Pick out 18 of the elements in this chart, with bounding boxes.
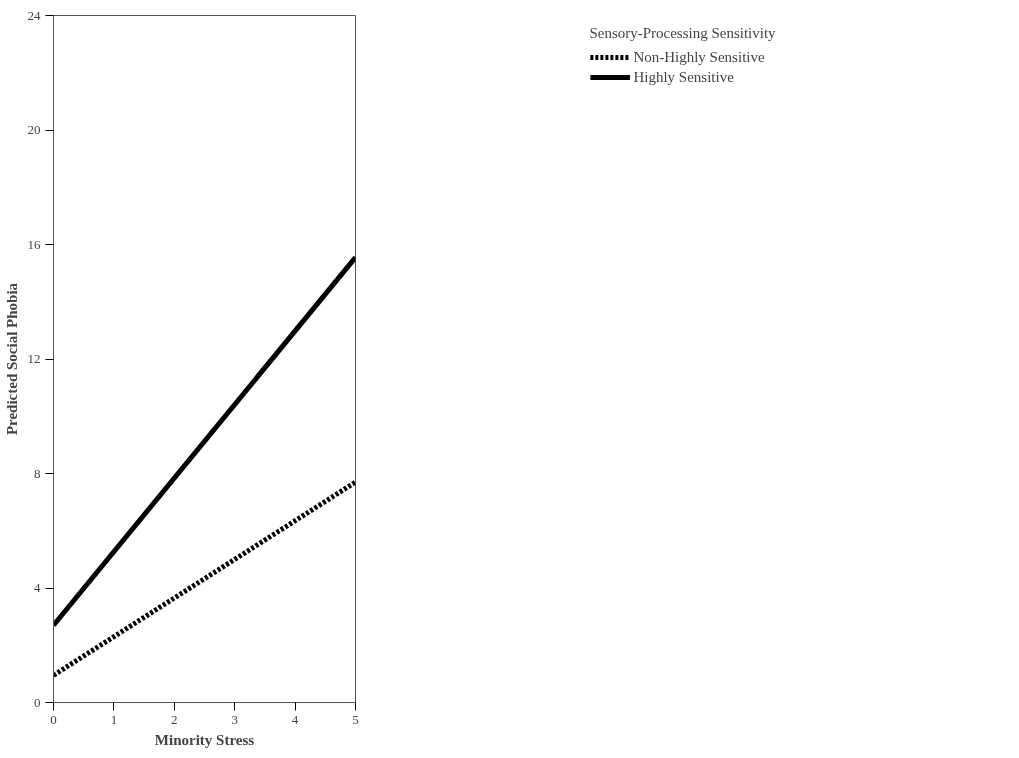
x-tick-label: 3 (231, 711, 238, 727)
x-axis-title: Minority Stress (154, 731, 255, 748)
y-tick-label: 0 (34, 694, 41, 710)
y-tick-label: 12 (27, 351, 41, 366)
y-tick-label: 8 (34, 465, 41, 481)
y-tick-label: 24 (27, 7, 41, 23)
x-tick-label: 0 (50, 711, 57, 727)
legend-label: Highly Sensitive (633, 68, 734, 86)
legend-label: Non-Highly Sensitive (633, 48, 765, 66)
x-tick-label: 2 (171, 711, 178, 727)
legend-title: Sensory-Processing Sensitivity (589, 25, 776, 42)
x-tick-label: 5 (352, 711, 359, 727)
y-tick-label: 4 (34, 580, 41, 595)
x-tick-label: 4 (291, 711, 299, 727)
y-tick-label: 20 (27, 122, 41, 137)
y-axis-title: Predicted Social Phobia (3, 282, 20, 436)
y-tick-label: 16 (27, 236, 41, 252)
x-tick-label: 1 (110, 711, 118, 727)
